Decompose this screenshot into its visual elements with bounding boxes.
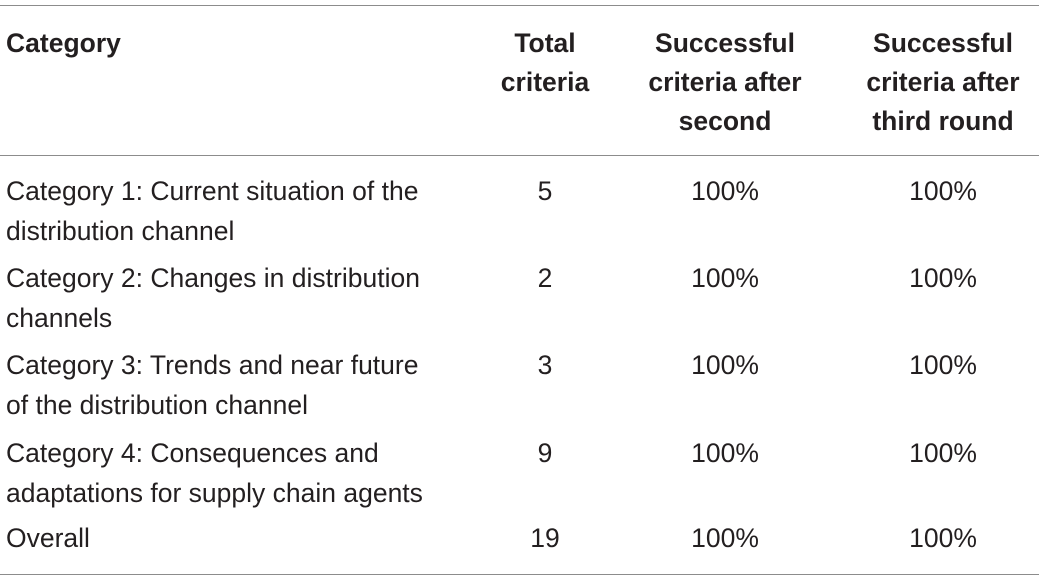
cell-category: Category 4: Consequences and adaptations…	[6, 438, 423, 508]
header-successful-after-third: Successful criteria after third round	[866, 28, 1020, 136]
table-header-row: Category Total criteria Successful crite…	[0, 5, 1039, 155]
cell-total-criteria: 5	[537, 176, 553, 206]
cell-total-criteria: 19	[530, 523, 560, 553]
cell-successful-after-third: 100%	[909, 438, 977, 468]
cell-successful-after-second: 100%	[691, 523, 759, 553]
table-bottom-rule	[0, 574, 1039, 575]
cell-category: Category 2: Changes in distribution chan…	[6, 263, 420, 333]
cell-total-criteria: 9	[537, 438, 553, 468]
cell-successful-after-second: 100%	[691, 350, 759, 380]
header-total-criteria: Total criteria	[500, 28, 590, 97]
cell-successful-after-third: 100%	[909, 350, 977, 380]
table-header-rule	[0, 155, 1039, 156]
header-successful-after-second: Successful criteria after second	[648, 28, 802, 136]
cell-successful-after-third: 100%	[909, 176, 977, 206]
header-category: Category	[6, 28, 121, 58]
cell-total-criteria: 2	[537, 263, 553, 293]
cell-category: Category 3: Trends and near future of th…	[6, 350, 419, 420]
cell-successful-after-second: 100%	[691, 263, 759, 293]
cell-category: Category 1: Current situation of the dis…	[6, 176, 419, 246]
cell-successful-after-second: 100%	[691, 438, 759, 468]
cell-successful-after-third: 100%	[909, 263, 977, 293]
cell-successful-after-second: 100%	[691, 176, 759, 206]
cell-category: Overall	[6, 523, 90, 553]
table-top-rule	[0, 5, 1039, 6]
cell-successful-after-third: 100%	[909, 523, 977, 553]
cell-total-criteria: 3	[537, 350, 553, 380]
